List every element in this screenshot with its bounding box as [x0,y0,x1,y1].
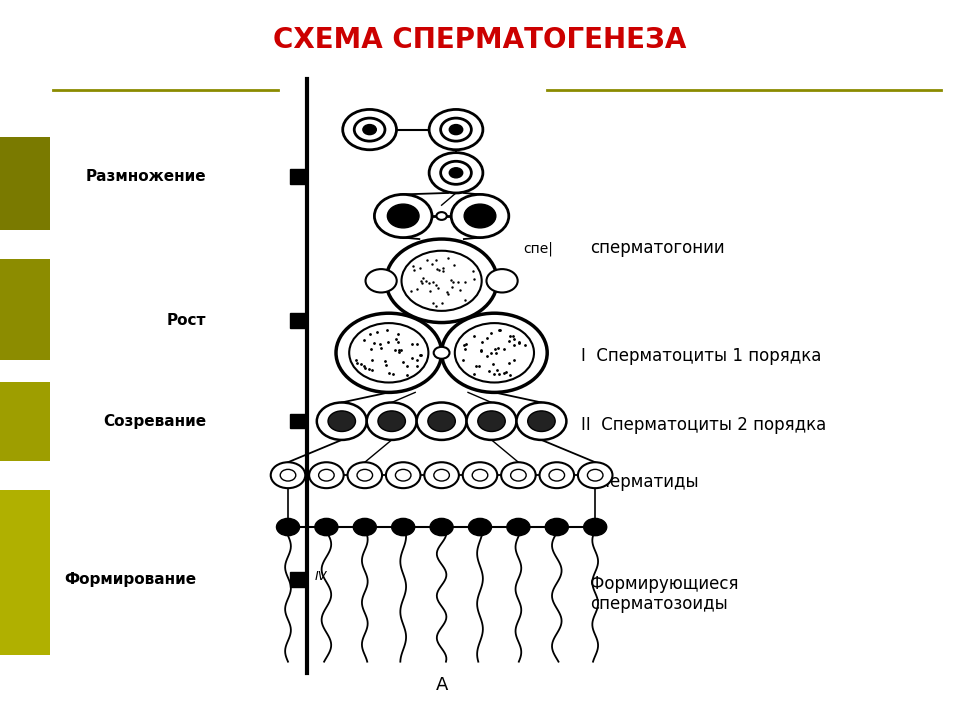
Bar [0,382,50,461]
Text: Рост: Рост [167,313,206,328]
Circle shape [511,469,526,481]
Circle shape [336,313,442,392]
Circle shape [374,194,432,238]
Circle shape [437,212,446,220]
Circle shape [328,411,355,431]
Text: Размножение: Размножение [85,169,206,184]
Circle shape [434,469,449,481]
Circle shape [545,518,568,536]
Circle shape [441,161,471,184]
Circle shape [315,518,338,536]
Circle shape [472,469,488,481]
Circle shape [465,204,495,228]
Circle shape [319,469,334,481]
Circle shape [271,462,305,488]
Circle shape [392,518,415,536]
Bar [0,259,50,360]
Circle shape [449,168,463,178]
Circle shape [449,125,463,135]
Circle shape [366,269,396,292]
Circle shape [487,269,517,292]
Circle shape [451,194,509,238]
Circle shape [434,347,449,359]
Circle shape [429,153,483,193]
Circle shape [463,462,497,488]
Circle shape [468,518,492,536]
Circle shape [386,462,420,488]
Text: I  Сперматоциты 1 порядка: I Сперматоциты 1 порядка [581,348,821,366]
Bar [290,313,307,328]
Circle shape [528,411,555,431]
Text: А: А [436,677,447,694]
Circle shape [317,402,367,440]
Circle shape [386,239,497,323]
Text: сперматиды: сперматиды [590,474,699,492]
Circle shape [455,323,534,382]
Circle shape [276,518,300,536]
Circle shape [388,204,419,228]
Circle shape [549,469,564,481]
Text: спе|: спе| [523,242,553,256]
Circle shape [353,518,376,536]
Circle shape [478,411,505,431]
Circle shape [309,462,344,488]
Circle shape [401,251,482,311]
Circle shape [507,518,530,536]
Circle shape [442,313,547,392]
Text: Созревание: Созревание [104,414,206,428]
Text: Формирующиеся
сперматозоиды: Формирующиеся сперматозоиды [590,575,739,613]
Circle shape [429,109,483,150]
Circle shape [378,411,405,431]
Circle shape [501,462,536,488]
Bar [290,169,307,184]
Text: СХЕМА СПЕРМАТОГЕНЕЗА: СХЕМА СПЕРМАТОГЕНЕЗА [274,26,686,53]
Circle shape [588,469,603,481]
Circle shape [540,462,574,488]
Circle shape [516,402,566,440]
Circle shape [280,469,296,481]
Text: II  Сперматоциты 2 порядка: II Сперматоциты 2 порядка [581,416,826,433]
Circle shape [396,469,411,481]
Circle shape [494,343,521,363]
Circle shape [348,462,382,488]
Circle shape [584,518,607,536]
Circle shape [467,402,516,440]
Text: IV: IV [315,570,327,582]
Text: сперматогонии: сперматогонии [590,239,725,258]
Circle shape [428,411,455,431]
Circle shape [424,462,459,488]
Bar [290,414,307,428]
Circle shape [430,518,453,536]
Bar [0,137,50,230]
Circle shape [417,402,467,440]
Bar [290,572,307,587]
Circle shape [363,343,389,363]
Circle shape [343,109,396,150]
Bar [0,490,50,655]
Circle shape [349,323,428,382]
Text: Формирование: Формирование [64,572,197,587]
Circle shape [578,462,612,488]
Circle shape [367,402,417,440]
Circle shape [357,469,372,481]
Circle shape [354,118,385,141]
Circle shape [441,118,471,141]
Circle shape [363,125,376,135]
